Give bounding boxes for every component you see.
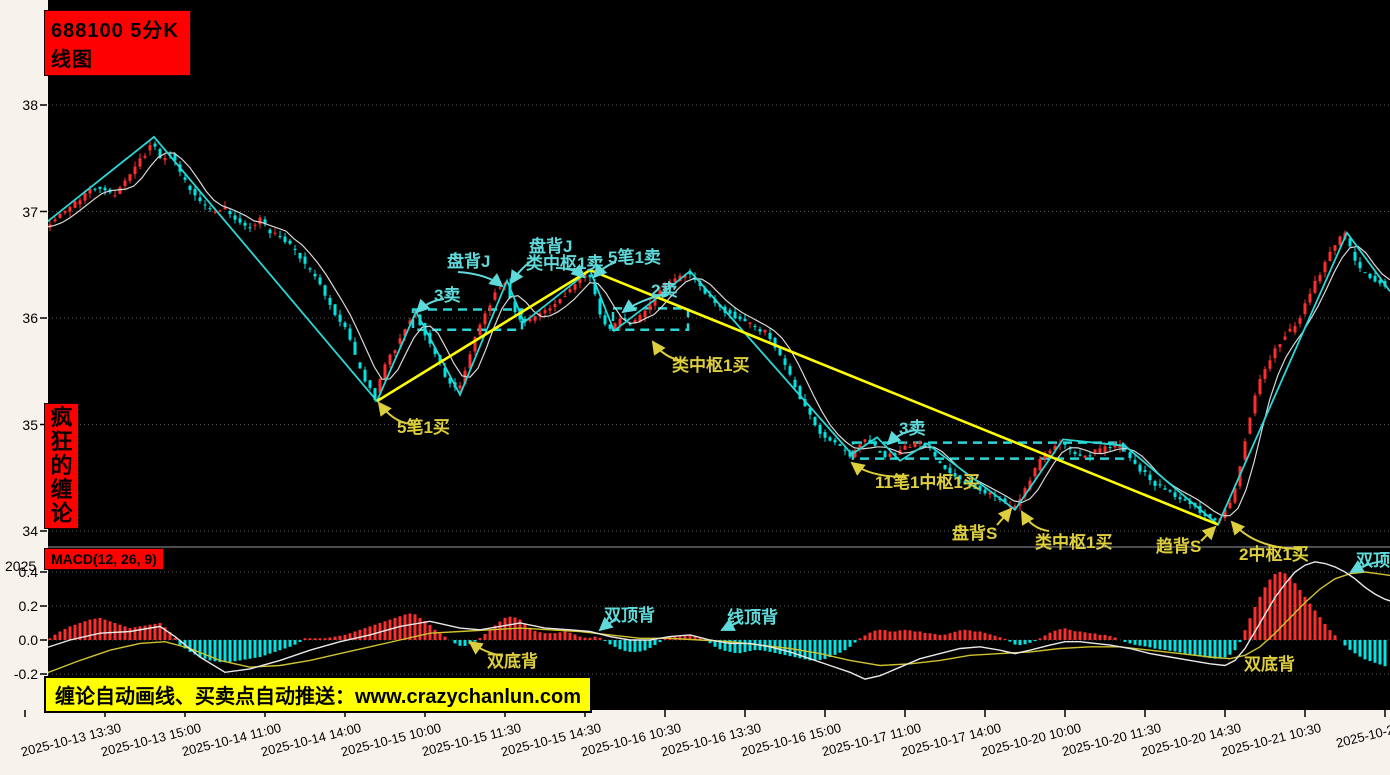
promo-banner[interactable]: 缠论自动画线、买卖点自动推送：www.crazychanlun.com (44, 676, 592, 713)
macd-axis-label: 0.4 (18, 564, 38, 580)
price-axis-label: 38 (22, 97, 38, 113)
chan-annotation: 趋背S (1156, 537, 1202, 556)
chan-annotation: 盘背S (952, 524, 998, 543)
macd-label-badge: MACD(12, 26, 9) (44, 548, 164, 570)
chan-annotation: 双底背 (1244, 655, 1295, 674)
chan-annotation: 3卖 (899, 419, 926, 438)
price-axis-label: 35 (22, 416, 38, 433)
macd-label-text: MACD(12, 26, 9) (51, 551, 157, 567)
symbol-title-badge: 688100 5分K线图 (44, 10, 191, 76)
macd-axis-label: 0.0 (18, 632, 38, 648)
chan-annotation: 双顶背 (604, 606, 655, 625)
price-axis-label: 34 (22, 523, 38, 539)
chan-annotation: 3卖 (434, 286, 461, 305)
chan-annotation: 2中枢1买 (1239, 545, 1309, 564)
chan-annotation: 11笔1中枢1买 (875, 473, 980, 492)
chan-annotation: 类中枢1买 (1035, 533, 1113, 552)
chan-annotation: 线顶背 (727, 608, 778, 627)
chan-annotation: 5笔1卖 (608, 248, 661, 267)
price-axis-label: 37 (22, 203, 38, 220)
annotation-arrows (377, 257, 1384, 657)
chan-annotation: 5笔1买 (397, 418, 450, 437)
chan-annotation: 盘背J (529, 237, 573, 256)
x-axis-year-label: 2025 (5, 558, 37, 574)
chan-annotation: 盘背J (447, 252, 491, 271)
axis-ticks (24, 104, 1386, 717)
chan-annotation: 双顶背 (1356, 551, 1390, 570)
price-axis-label: 36 (22, 310, 38, 326)
chan-annotation: 类中枢1买 (672, 356, 750, 375)
promo-banner-text: 缠论自动画线、买卖点自动推送：www.crazychanlun.com (55, 686, 581, 708)
chan-annotation: 2卖 (651, 281, 678, 300)
price-chart-layer (48, 135, 1390, 527)
main-panel-bg (48, 0, 1390, 547)
chan-annotation: 双底背 (487, 652, 538, 671)
symbol-title-text: 688100 5分K线图 (51, 20, 179, 71)
macd-layer (48, 561, 1390, 680)
macd-axis-label: -0.2 (13, 666, 38, 682)
macd-axis-label: 0.2 (18, 598, 38, 614)
watermark-badge: 疯 狂 的 缠 论 (44, 403, 79, 529)
chan-annotation: 类中枢1卖 (526, 254, 604, 273)
